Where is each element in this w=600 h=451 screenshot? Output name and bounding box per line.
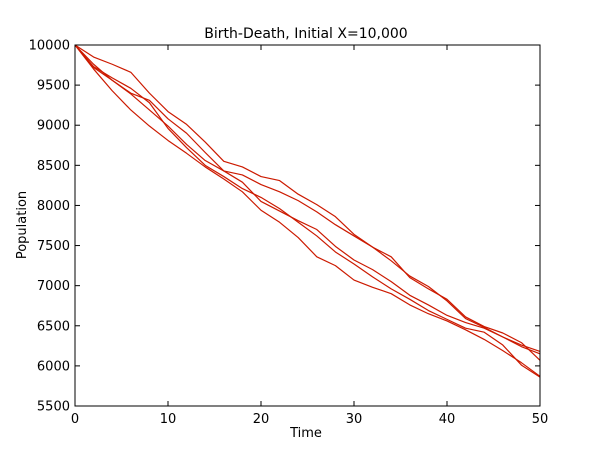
y-tick-label: 5500 (37, 400, 70, 415)
y-tick-label: 7500 (37, 239, 70, 254)
series-line-1 (74, 44, 541, 377)
x-tick-label: 10 (160, 412, 177, 427)
y-tick-label: 9000 (37, 119, 70, 134)
series-line-5 (74, 44, 541, 378)
x-tick-label: 0 (71, 412, 79, 427)
chart-title: Birth-Death, Initial X=10,000 (204, 26, 407, 42)
plot-area: 0 10 20 30 40 50 5500 6000 6500 7000 7500 8000 8500 9… (29, 39, 549, 428)
series-line-3 (74, 44, 541, 355)
x-tick-label: 40 (439, 412, 456, 427)
y-tick-label: 6000 (37, 359, 70, 374)
x-tick-label: 30 (346, 412, 363, 427)
y-tick-label: 9500 (37, 79, 70, 94)
y-axis-label: Population (15, 191, 30, 259)
x-tick-label: 50 (532, 412, 549, 427)
y-tick-label: 8000 (37, 199, 70, 214)
x-axis-label: Time (289, 426, 322, 441)
y-tick-label: 7000 (37, 279, 70, 294)
y-tick-label: 6500 (37, 319, 70, 334)
series-line-4 (74, 44, 541, 353)
y-tick-label: 8500 (37, 159, 70, 174)
x-tick-label: 20 (253, 412, 270, 427)
y-tick-label: 10000 (29, 39, 70, 54)
series-line-2 (74, 44, 541, 361)
plot-frame (74, 44, 541, 407)
